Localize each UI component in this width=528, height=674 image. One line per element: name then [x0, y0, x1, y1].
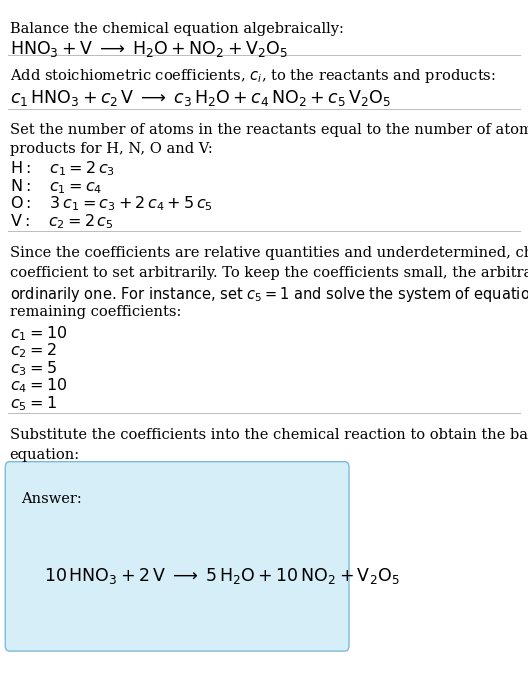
Text: coefficient to set arbitrarily. To keep the coefficients small, the arbitrary va: coefficient to set arbitrarily. To keep …: [10, 266, 528, 280]
Text: $10\,\mathrm{HNO_3} + 2\,\mathrm{V} \;\longrightarrow\; 5\,\mathrm{H_2O} + 10\,\: $10\,\mathrm{HNO_3} + 2\,\mathrm{V} \;\l…: [44, 566, 400, 586]
Text: $\mathrm{H{:}}\quad c_1 = 2\,c_3$: $\mathrm{H{:}}\quad c_1 = 2\,c_3$: [10, 160, 115, 179]
Text: $\mathrm{N{:}}\quad c_1 = c_4$: $\mathrm{N{:}}\quad c_1 = c_4$: [10, 177, 102, 196]
Text: Answer:: Answer:: [21, 492, 82, 506]
Text: Substitute the coefficients into the chemical reaction to obtain the balanced: Substitute the coefficients into the che…: [10, 428, 528, 442]
Text: products for H, N, O and V:: products for H, N, O and V:: [10, 142, 212, 156]
FancyBboxPatch shape: [5, 462, 349, 651]
Text: Balance the chemical equation algebraically:: Balance the chemical equation algebraica…: [10, 22, 343, 36]
Text: remaining coefficients:: remaining coefficients:: [10, 305, 181, 319]
Text: $c_1\,\mathrm{HNO_3} + c_2\,\mathrm{V} \;\longrightarrow\; c_3\,\mathrm{H_2O} + : $c_1\,\mathrm{HNO_3} + c_2\,\mathrm{V} \…: [10, 88, 391, 109]
Text: $c_4 = 10$: $c_4 = 10$: [10, 377, 67, 396]
Text: $c_3 = 5$: $c_3 = 5$: [10, 359, 56, 378]
Text: $\mathrm{HNO_3 + V \;\longrightarrow\; H_2O + NO_2 + V_2O_5}$: $\mathrm{HNO_3 + V \;\longrightarrow\; H…: [10, 39, 288, 59]
Text: ordinarily one. For instance, set $c_5 = 1$ and solve the system of equations fo: ordinarily one. For instance, set $c_5 =…: [10, 285, 528, 304]
Text: $c_2 = 2$: $c_2 = 2$: [10, 342, 56, 361]
Text: $c_5 = 1$: $c_5 = 1$: [10, 394, 56, 413]
Text: $\mathrm{O{:}}\quad 3\,c_1 = c_3 + 2\,c_4 + 5\,c_5$: $\mathrm{O{:}}\quad 3\,c_1 = c_3 + 2\,c_…: [10, 195, 212, 214]
Text: Set the number of atoms in the reactants equal to the number of atoms in the: Set the number of atoms in the reactants…: [10, 123, 528, 137]
Text: equation:: equation:: [10, 448, 80, 462]
Text: $c_1 = 10$: $c_1 = 10$: [10, 324, 67, 343]
Text: Since the coefficients are relative quantities and underdetermined, choose a: Since the coefficients are relative quan…: [10, 246, 528, 260]
Text: Add stoichiometric coefficients, $c_i$, to the reactants and products:: Add stoichiometric coefficients, $c_i$, …: [10, 67, 495, 86]
Text: $\mathrm{V{:}}\quad c_2 = 2\,c_5$: $\mathrm{V{:}}\quad c_2 = 2\,c_5$: [10, 212, 113, 231]
